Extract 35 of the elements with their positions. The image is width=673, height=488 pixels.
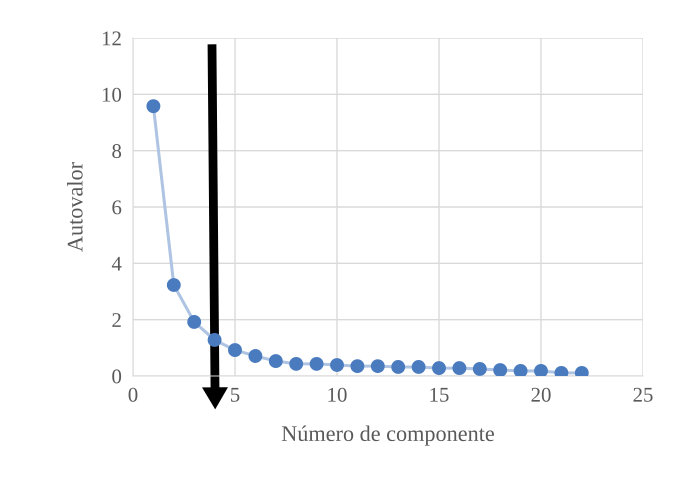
x-tick-label: 5 [231, 388, 240, 402]
point [350, 359, 364, 374]
point [330, 358, 344, 372]
point [370, 359, 385, 374]
point [514, 364, 528, 376]
y-tick-label: 6 [112, 200, 122, 214]
y-tick-label: 12 [102, 31, 121, 46]
point [534, 364, 548, 376]
point [208, 333, 222, 347]
point [228, 343, 242, 358]
y-tick-label: 0 [112, 369, 122, 384]
point [472, 362, 487, 376]
y-tick-label: 10 [102, 88, 122, 102]
point [248, 349, 262, 363]
point [166, 278, 181, 292]
y-tick-label: 4 [112, 256, 122, 271]
x-tick-label: 15 [430, 388, 449, 402]
x-tick-label: 20 [532, 388, 551, 402]
x-axis-title: Número de componente [282, 425, 494, 446]
point [289, 356, 304, 371]
point [452, 361, 466, 376]
y-axis-title: Autovalor [67, 162, 83, 252]
point [268, 354, 283, 368]
x-tick-label: 10 [328, 388, 347, 402]
point [391, 360, 406, 374]
point [432, 361, 446, 376]
y-tick-label: 8 [112, 144, 122, 158]
point [493, 363, 508, 376]
y-tick-label: 2 [112, 313, 121, 327]
x-tick-label: 25 [634, 388, 653, 402]
point [146, 99, 160, 114]
point [187, 314, 202, 329]
point [412, 360, 426, 374]
x-tick-label: 0 [128, 388, 138, 402]
point [310, 356, 324, 371]
